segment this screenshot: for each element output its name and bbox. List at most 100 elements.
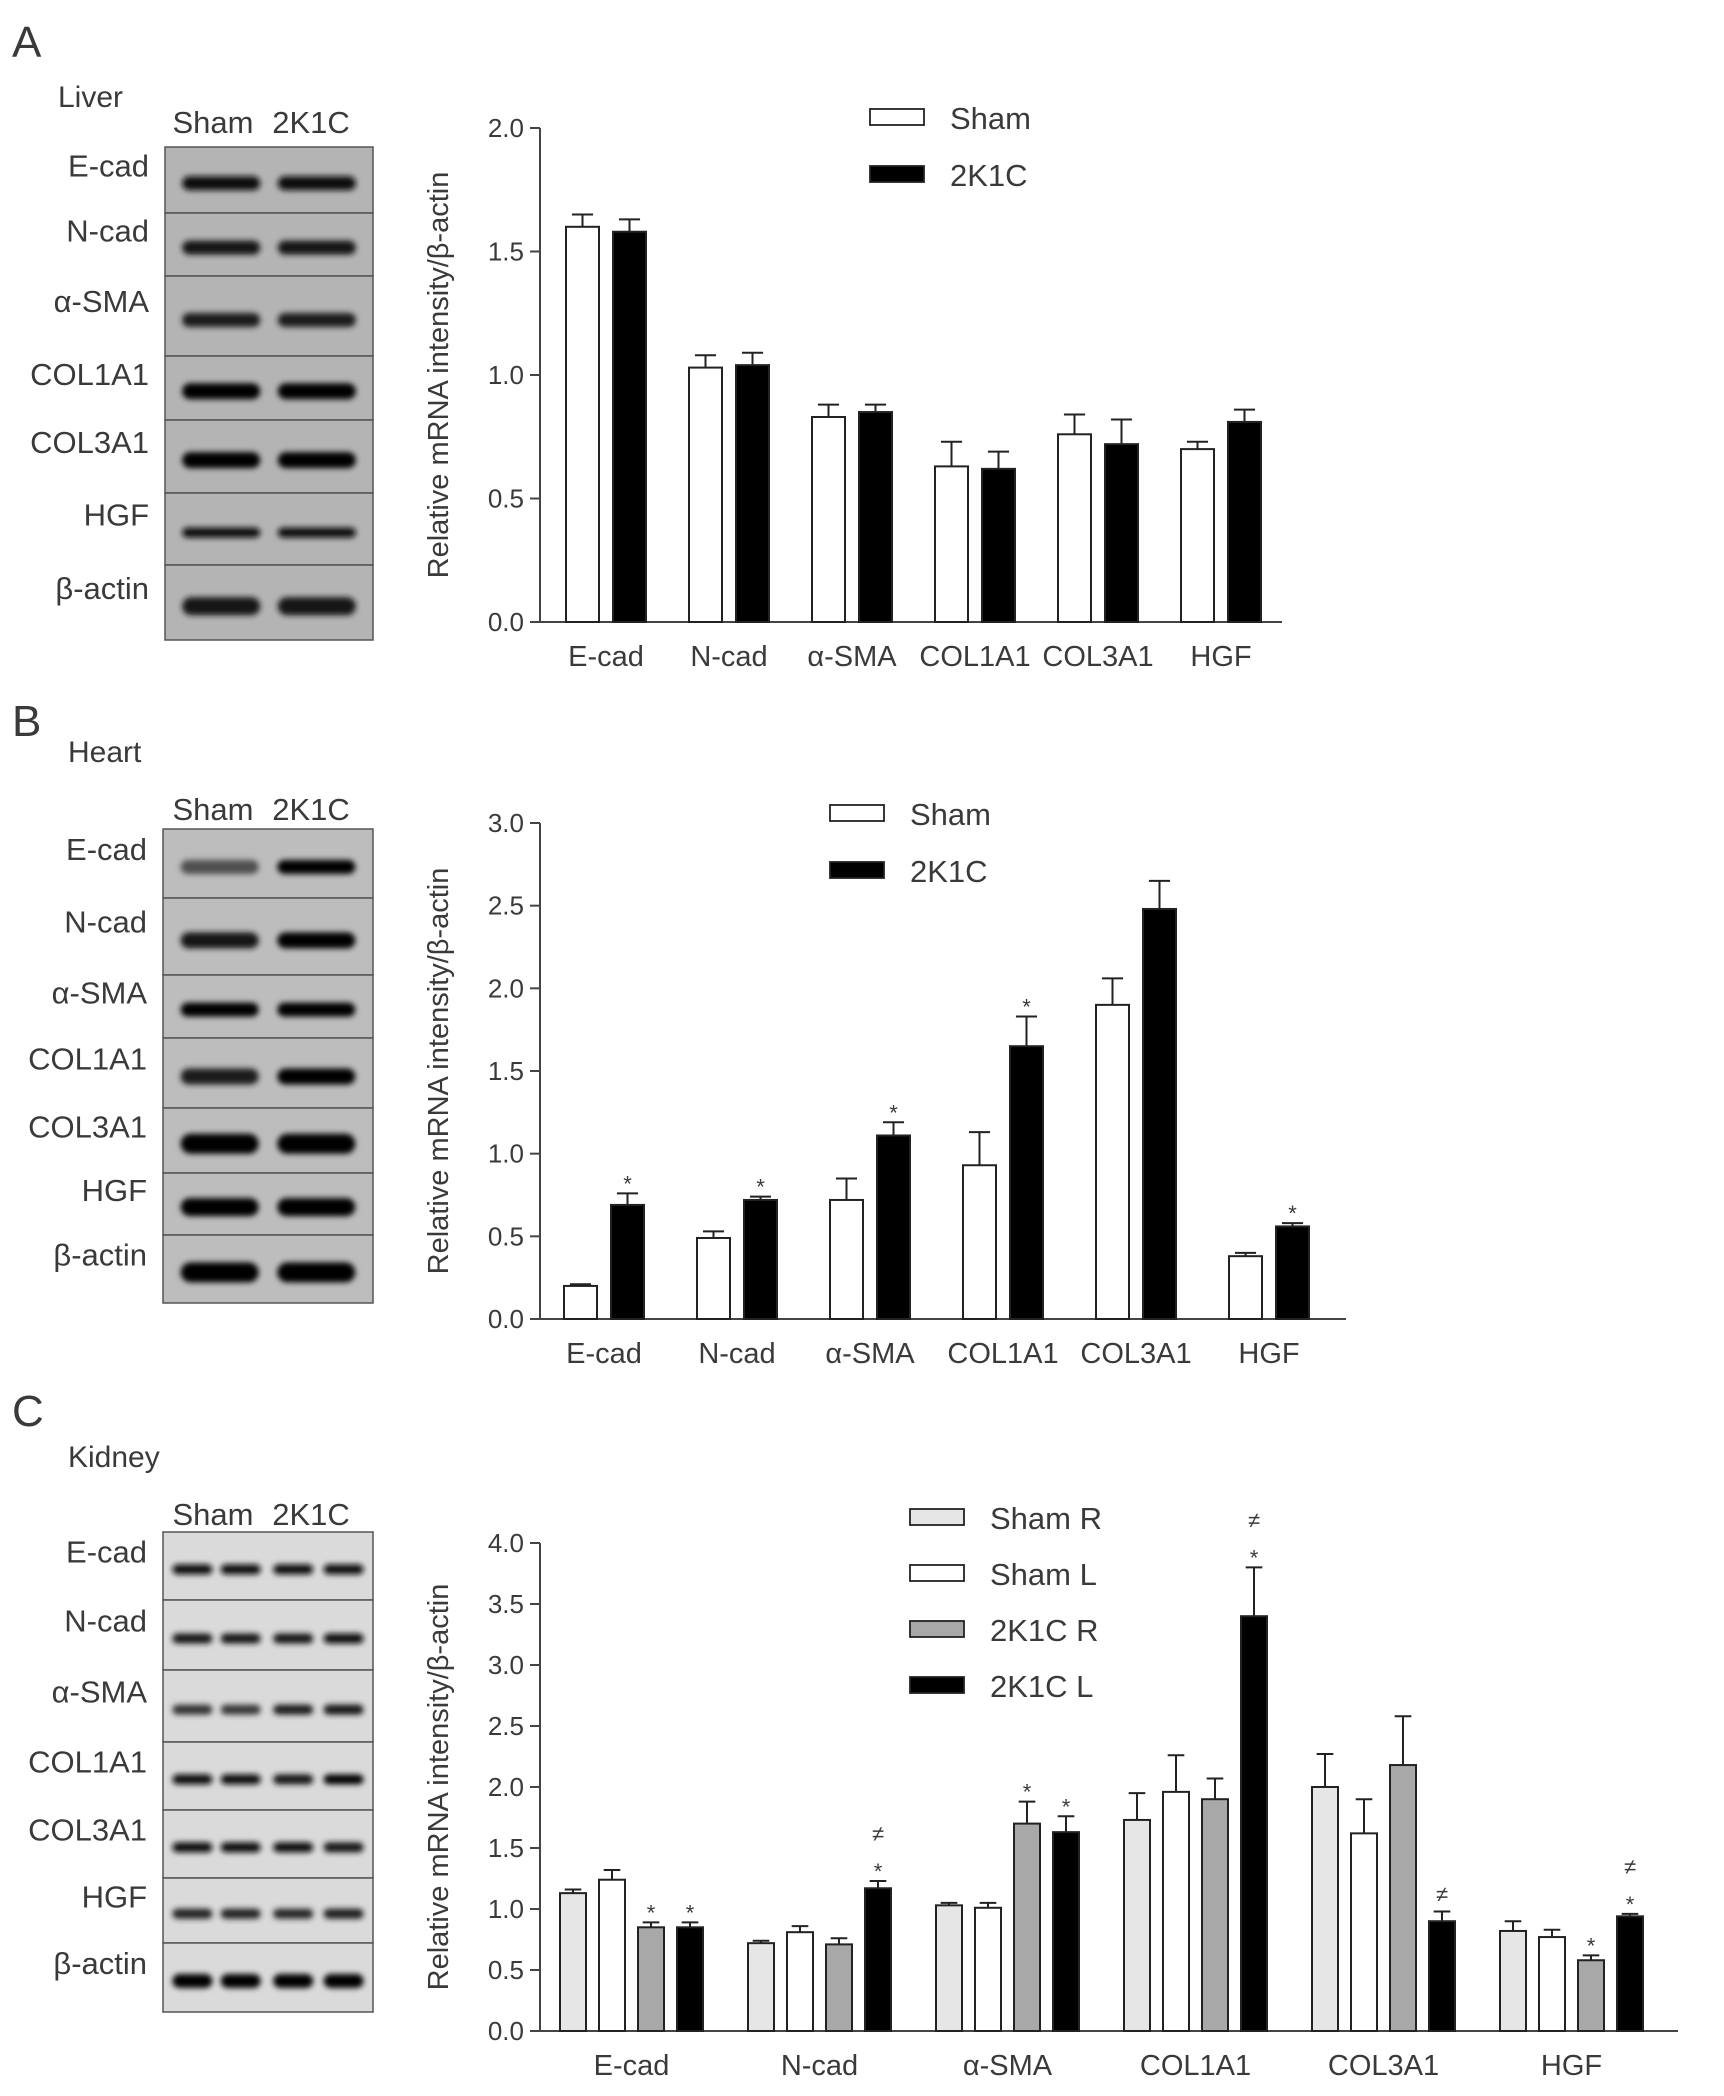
gel-band: [172, 1704, 213, 1715]
gel-band: [180, 932, 259, 949]
bar: [637, 1926, 665, 2033]
gel-band: [220, 1842, 261, 1853]
panel-a: A Liver Sham 2K1C E-cad N-cad α-SMA COL1A1 COL…: [12, 18, 1282, 673]
legend-swatch: [909, 1564, 965, 1582]
bar: [1311, 1786, 1339, 2032]
bar: [688, 366, 723, 623]
gel-gene-label: COL1A1: [28, 1042, 147, 1077]
bar: [1201, 1798, 1229, 2032]
significance-neq: ≠: [1248, 1507, 1260, 1532]
bar: [1240, 1615, 1268, 2032]
legend-label: 2K1C: [910, 854, 988, 889]
bar: [565, 225, 600, 624]
y-tick-label: 2.5: [488, 1711, 524, 1741]
gel-gene-label: COL1A1: [28, 1745, 147, 1780]
significance-star: *: [647, 1900, 656, 1925]
x-tick-label: N-cad: [690, 641, 767, 673]
bar: [981, 467, 1016, 623]
panel-letter: A: [12, 18, 42, 67]
x-tick-label: α-SMA: [825, 1338, 915, 1370]
gel-band: [323, 1774, 364, 1785]
bar: [1013, 1822, 1041, 2032]
bar: [858, 411, 893, 623]
gel-band: [277, 313, 356, 327]
bar: [1162, 1790, 1190, 2032]
bar: [829, 1198, 864, 1320]
gel-band: [277, 597, 356, 616]
bar: [1227, 420, 1262, 623]
significance-star: *: [1022, 994, 1031, 1019]
legend-label: Sham L: [990, 1557, 1097, 1592]
y-tick-label: 2.5: [488, 891, 524, 921]
gel-gene-label: HGF: [84, 497, 149, 532]
bar: [747, 1942, 775, 2033]
gel-band: [277, 176, 356, 191]
gel-gene-label: N-cad: [64, 1604, 147, 1639]
bar: [1616, 1915, 1644, 2032]
gel-band: [273, 1842, 314, 1853]
gel-band: [172, 1564, 213, 1575]
significance-star: *: [1062, 1794, 1071, 1819]
x-tick-label: HGF: [1190, 641, 1251, 673]
x-tick-label: COL1A1: [919, 641, 1030, 673]
gel-band: [273, 1973, 314, 1988]
panel-letter: C: [12, 1387, 44, 1436]
y-tick-label: 0.0: [488, 607, 524, 637]
gel-lane-label: 2K1C: [272, 792, 350, 827]
gel-gene-label: N-cad: [64, 905, 147, 940]
gel-band: [180, 1198, 259, 1217]
y-tick-label: 3.0: [488, 808, 524, 838]
significance-star: *: [1288, 1201, 1297, 1226]
panel-b: B Heart Sham 2K1C E-cad N-cad α-SMA COL1A1 COL…: [12, 697, 1346, 1370]
legend-swatch: [829, 804, 885, 822]
legend-swatch: [909, 1620, 965, 1638]
bar: [825, 1943, 853, 2033]
x-tick-label: COL3A1: [1042, 641, 1153, 673]
bar: [1180, 448, 1215, 623]
bar: [934, 465, 969, 624]
y-tick-label: 0.5: [488, 484, 524, 514]
x-tick-label: COL3A1: [1328, 2050, 1439, 2082]
y-tick-label: 1.5: [488, 237, 524, 267]
gel-band: [277, 383, 356, 400]
y-tick-label: 0.5: [488, 1955, 524, 1985]
bar: [1095, 1003, 1130, 1320]
bar: [696, 1236, 731, 1321]
gel-band: [172, 1842, 213, 1853]
bar: [1123, 1818, 1151, 2032]
bar: [1228, 1255, 1263, 1321]
gel-band: [277, 1002, 356, 1017]
gel-band: [220, 1774, 261, 1785]
bar-chart: 0.0 0.5 1.0 1.5 2.0 2.5 3.0 Relative mRNA inten…: [423, 797, 1346, 1370]
gel-band: [273, 1908, 314, 1919]
bar-chart: 0.0 0.5 1.0 1.5 2.0 Relative mRNA intensity/β…: [423, 101, 1282, 673]
bar: [735, 364, 770, 623]
x-tick-label: α-SMA: [963, 2050, 1053, 2082]
gel-lane-label: Sham: [173, 792, 254, 827]
legend-label: Sham R: [990, 1501, 1102, 1536]
bar: [1142, 907, 1177, 1320]
gel-band: [180, 1133, 259, 1154]
significance-star: *: [1250, 1545, 1259, 1570]
significance-neq: ≠: [1624, 1854, 1636, 1879]
bar: [1577, 1959, 1605, 2032]
significance-star: *: [1587, 1933, 1596, 1958]
y-tick-label: 0.5: [488, 1221, 524, 1251]
gel-gene-label: E-cad: [66, 1535, 147, 1570]
gel-band: [277, 932, 356, 949]
legend-label: Sham: [910, 797, 991, 832]
y-tick-label: 4.0: [488, 1528, 524, 1558]
gel-band: [172, 1973, 213, 1988]
significance-star: *: [623, 1171, 632, 1196]
gel-lane-label: Sham: [173, 105, 254, 140]
gel-gene-label: COL3A1: [28, 1109, 147, 1144]
significance-star: *: [686, 1900, 695, 1925]
significance-neq: ≠: [872, 1821, 884, 1846]
gel-band: [273, 1564, 314, 1575]
legend-swatch: [869, 108, 925, 126]
gel-band: [220, 1633, 261, 1644]
gel-band: [277, 1133, 356, 1154]
significance-star: *: [1023, 1780, 1032, 1805]
panel-c: C Kidney Sham 2K1C E-cad N-cad α-SMA COL1A1 CO…: [12, 1387, 1678, 2082]
